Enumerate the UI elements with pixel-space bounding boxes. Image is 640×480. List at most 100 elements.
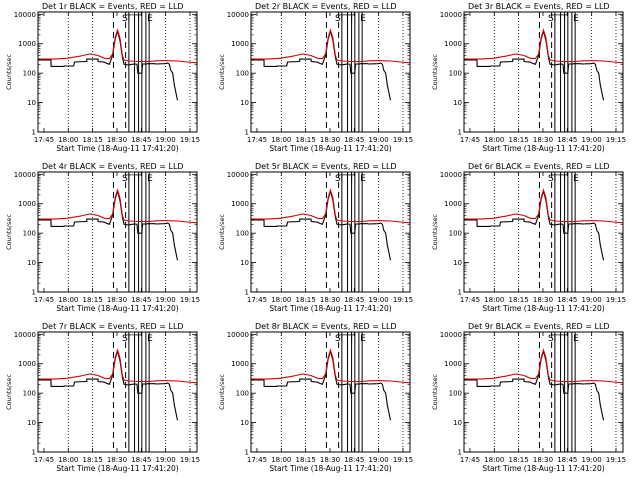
marker-letter: T [125, 334, 132, 344]
marker-letter: T [561, 334, 568, 344]
y-tick-label: 10 [240, 419, 249, 427]
y-tick-label: 10000 [227, 331, 249, 339]
x-tick-label: 18:15 [83, 296, 103, 304]
panel-title: Det 2r BLACK = Events, RED = LLD [255, 2, 397, 11]
y-tick-label: 1 [32, 289, 36, 297]
x-tick-label: 18:15 [509, 296, 529, 304]
y-tick-label: 100 [236, 390, 249, 398]
events-series-line [464, 349, 605, 421]
marker-letter: T [557, 14, 564, 24]
plot-frame [37, 171, 198, 293]
events-series-line [251, 349, 392, 421]
lld-series-line [38, 28, 198, 64]
y-tick-label: 1 [458, 129, 462, 137]
panel-title: Det 8r BLACK = Events, RED = LLD [255, 322, 397, 331]
marker-letter: T [344, 334, 351, 344]
marker-letter: E [573, 334, 579, 344]
x-tick-label: 18:30 [107, 136, 127, 144]
lld-series-line [38, 188, 198, 224]
events-series-line [251, 189, 392, 261]
x-tick-label: 19:00 [582, 136, 602, 144]
panel-title: Det 6r BLACK = Events, RED = LLD [468, 162, 610, 171]
marker-letter: E [147, 334, 153, 344]
x-axis-label: Start Time (18-Aug-11 17:41:20) [482, 144, 604, 153]
x-tick-label: 18:45 [131, 136, 151, 144]
plot-frame [250, 171, 411, 293]
x-tick-label: 18:00 [58, 296, 78, 304]
x-tick-label: 18:00 [484, 456, 504, 464]
x-tick-label: 18:30 [320, 136, 340, 144]
y-tick-label: 100 [23, 70, 36, 78]
y-tick-label: 10000 [14, 11, 36, 19]
marker-letter: S [548, 174, 554, 184]
x-tick-label: 18:15 [296, 136, 316, 144]
events-series-line [38, 349, 179, 421]
lld-series-line [38, 348, 198, 384]
x-tick-label: 18:00 [484, 296, 504, 304]
marker-letter: E [147, 174, 153, 184]
marker-letter: T [557, 334, 564, 344]
x-tick-label: 18:45 [557, 136, 577, 144]
x-tick-label: 19:15 [393, 136, 413, 144]
marker-letter: T [348, 174, 355, 184]
events-series-line [38, 29, 179, 101]
lld-series-line [464, 188, 624, 224]
marker-letter: S [548, 14, 554, 24]
x-tick-label: 18:30 [320, 456, 340, 464]
events-series-line [464, 189, 605, 261]
panel-title: Det 7r BLACK = Events, RED = LLD [42, 322, 184, 331]
lld-series-line [464, 28, 624, 64]
x-tick-label: 18:30 [533, 296, 553, 304]
x-tick-label: 18:45 [344, 296, 364, 304]
x-tick-label: 19:00 [369, 136, 389, 144]
y-axis-label: Counts/sec [218, 214, 226, 250]
panel-title: Det 5r BLACK = Events, RED = LLD [255, 162, 397, 171]
x-tick-label: 18:15 [296, 296, 316, 304]
x-tick-label: 17:45 [460, 456, 480, 464]
x-tick-label: 18:45 [131, 456, 151, 464]
y-tick-label: 100 [449, 70, 462, 78]
lld-series-line [251, 28, 411, 64]
y-tick-label: 10 [240, 259, 249, 267]
x-tick-label: 18:45 [344, 136, 364, 144]
events-series-line [464, 29, 605, 101]
y-tick-label: 10 [27, 419, 36, 427]
marker-letter: T [551, 174, 558, 184]
y-tick-label: 1000 [18, 360, 36, 368]
y-tick-label: 10000 [227, 11, 249, 19]
y-tick-label: 10000 [440, 331, 462, 339]
marker-letter: T [338, 174, 345, 184]
panel-title: Det 3r BLACK = Events, RED = LLD [468, 2, 610, 11]
y-tick-label: 10000 [14, 331, 36, 339]
x-tick-label: 19:00 [156, 296, 176, 304]
y-tick-label: 10000 [227, 171, 249, 179]
y-tick-label: 1 [32, 449, 36, 457]
x-tick-label: 18:00 [271, 296, 291, 304]
y-tick-label: 100 [449, 230, 462, 238]
y-tick-label: 10 [27, 259, 36, 267]
y-axis-label: Counts/sec [5, 214, 13, 250]
panel-title: Det 9r BLACK = Events, RED = LLD [468, 322, 610, 331]
x-tick-label: 18:30 [107, 296, 127, 304]
y-tick-label: 10000 [14, 171, 36, 179]
x-tick-label: 17:45 [34, 136, 54, 144]
marker-letter: E [360, 14, 366, 24]
x-tick-label: 19:15 [606, 456, 626, 464]
x-tick-label: 17:45 [247, 136, 267, 144]
marker-letter: T [135, 14, 142, 24]
x-axis-label: Start Time (18-Aug-11 17:41:20) [56, 304, 178, 313]
plot-frame [250, 331, 411, 453]
marker-letter: T [135, 174, 142, 184]
x-tick-label: 19:15 [180, 296, 200, 304]
x-tick-label: 19:15 [393, 456, 413, 464]
events-series-line [38, 189, 179, 261]
x-tick-label: 19:00 [369, 296, 389, 304]
panel-title: Det 1r BLACK = Events, RED = LLD [42, 2, 184, 11]
x-tick-label: 18:00 [484, 136, 504, 144]
x-tick-label: 19:15 [606, 136, 626, 144]
